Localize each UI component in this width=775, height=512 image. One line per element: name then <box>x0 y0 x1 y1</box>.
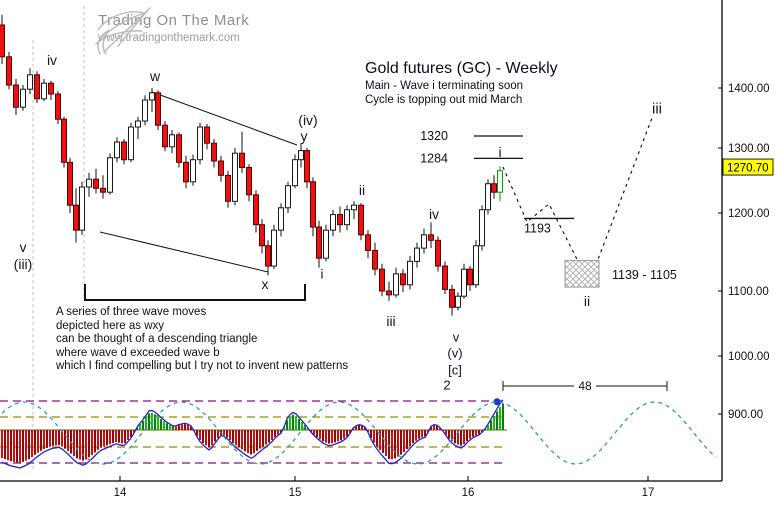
price-level-annotations: 1320 1284 1193 <box>420 129 574 235</box>
svg-text:iv: iv <box>429 206 439 222</box>
svg-text:1139 - 1105: 1139 - 1105 <box>612 268 677 282</box>
target-zone-box: 1139 - 1105 <box>564 260 677 288</box>
svg-text:14: 14 <box>114 487 127 499</box>
note-line: depicted here as wxy <box>56 319 165 332</box>
svg-text:[c]: [c] <box>448 363 462 378</box>
svg-text:(iv): (iv) <box>298 112 317 128</box>
svg-text:(v): (v) <box>447 346 462 361</box>
svg-text:1320: 1320 <box>420 129 448 143</box>
svg-text:17: 17 <box>642 487 655 499</box>
svg-text:48: 48 <box>578 379 592 393</box>
svg-text:16: 16 <box>462 487 475 499</box>
elliott-wave-projection-path <box>502 117 653 285</box>
svg-text:1200.00: 1200.00 <box>728 208 770 220</box>
logo-url: www.tradingonthemark.com <box>98 32 240 44</box>
chart-subtitle-1: Main - Wave i terminating soon <box>365 80 524 92</box>
axes: 1400.00 1300.00 1200.00 1100.00 1000.00 900.0… <box>0 0 774 499</box>
svg-text:iii: iii <box>652 100 662 117</box>
note-line: can be thought of a descending triangle <box>56 333 258 345</box>
svg-text:iv: iv <box>47 52 57 68</box>
descending-triangle-trendlines <box>99 91 298 273</box>
note-line: where wave d exceeded wave b <box>56 346 220 359</box>
svg-text:ii: ii <box>359 182 365 198</box>
oscillator-panel <box>0 398 507 469</box>
svg-text:v: v <box>20 239 27 255</box>
svg-text:1400.00: 1400.00 <box>728 83 770 95</box>
svg-text:i: i <box>498 144 501 160</box>
note-line: A series of three wave moves <box>56 306 207 318</box>
page-title: Gold futures (GC) - Weekly <box>365 60 558 77</box>
svg-text:900.00: 900.00 <box>728 409 763 421</box>
svg-text:y: y <box>301 128 308 144</box>
svg-text:15: 15 <box>289 487 302 499</box>
analyst-note: A series of three wave moves depicted he… <box>56 306 348 374</box>
svg-text:1193: 1193 <box>524 221 551 235</box>
svg-text:i: i <box>321 267 324 282</box>
svg-text:1300.00: 1300.00 <box>728 143 770 155</box>
svg-text:v: v <box>453 330 460 345</box>
note-line: which I find compelling but I try not to… <box>56 360 349 372</box>
svg-text:x: x <box>262 276 269 292</box>
site-logo: Trading On The Mark www.tradingonthemark… <box>88 4 249 55</box>
svg-text:2: 2 <box>443 378 450 393</box>
svg-text:iii: iii <box>386 313 395 329</box>
candlestick-series <box>0 14 503 316</box>
chart-subtitle-2: Cycle is topping out mid March <box>365 94 523 106</box>
svg-text:w: w <box>149 68 161 84</box>
svg-text:ii: ii <box>584 293 590 309</box>
svg-text:1284: 1284 <box>420 151 448 165</box>
svg-text:1000.00: 1000.00 <box>728 351 770 363</box>
cycle-length-measure: 48 <box>502 378 668 393</box>
chart-header: Gold futures (GC) - Weekly Main - Wave i… <box>365 60 558 106</box>
cycle-anchor-gridlines <box>32 6 85 470</box>
wxy-bracket <box>84 284 306 301</box>
svg-text:1100.00: 1100.00 <box>728 286 769 298</box>
archer-bow-logo-icon <box>95 7 151 55</box>
svg-text:1270.70: 1270.70 <box>727 163 769 175</box>
svg-text:(iii): (iii) <box>14 256 33 272</box>
